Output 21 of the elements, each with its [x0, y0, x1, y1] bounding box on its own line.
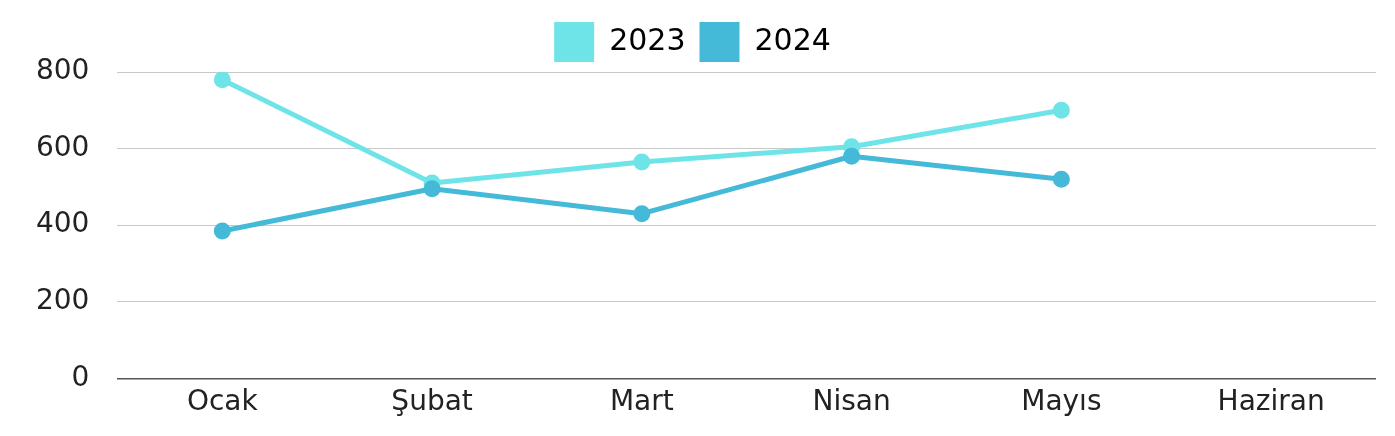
point: [843, 147, 861, 165]
x-tick-label: Haziran: [1217, 384, 1325, 418]
point: [1052, 170, 1070, 188]
y-tick-label: 600: [35, 129, 90, 163]
y-tick-label: 800: [35, 53, 90, 87]
point: [423, 180, 441, 198]
y-tick-label: 200: [35, 283, 90, 317]
x-tick-label: Ocak: [186, 384, 259, 418]
point: [633, 205, 651, 223]
legend-label: 2024: [754, 21, 831, 57]
legend-label: 2023: [609, 21, 686, 57]
point: [213, 222, 231, 240]
y-tick-label: 400: [35, 206, 90, 240]
point: [213, 72, 231, 89]
y-tick-label: 0: [71, 359, 90, 393]
x-tick-label: Mayıs: [1021, 384, 1102, 418]
x-tick-label: Şubat: [391, 384, 473, 418]
x-tick-label: Nisan: [812, 384, 891, 418]
point: [633, 153, 651, 171]
point: [1052, 101, 1070, 119]
x-tick-label: Mart: [609, 384, 674, 418]
